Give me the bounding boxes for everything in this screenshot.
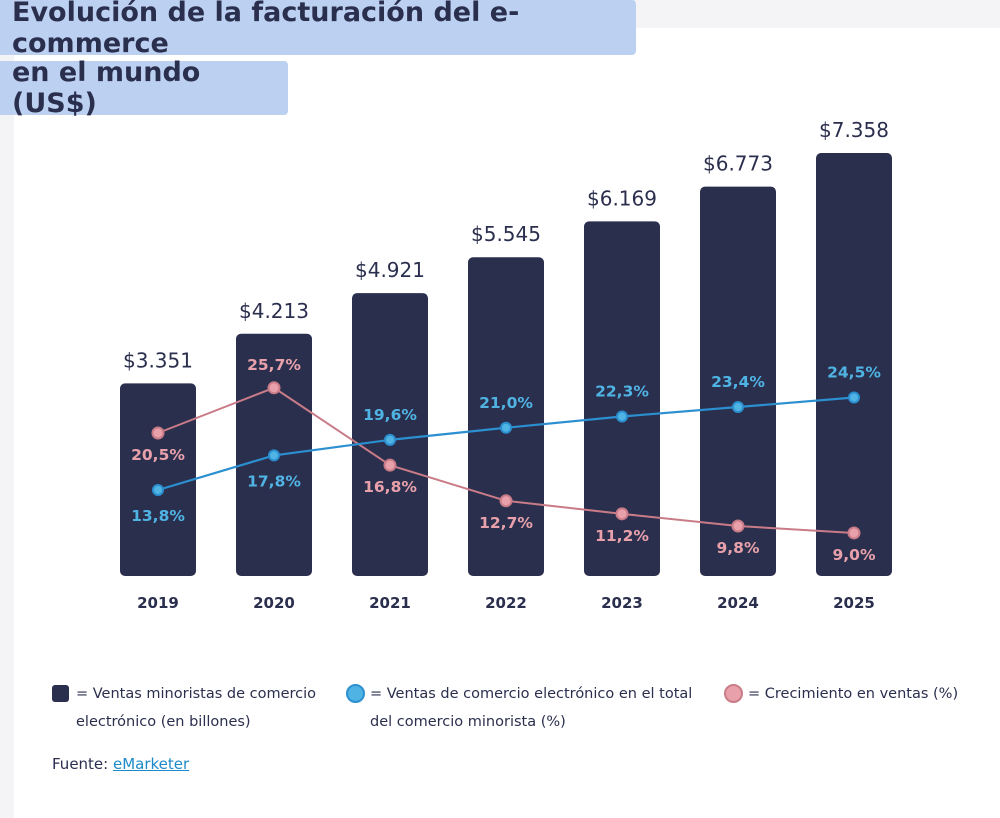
growth-value-label-2022: 12,7% <box>479 514 533 532</box>
growth-point-2022 <box>499 494 513 508</box>
share-point-2019 <box>152 484 164 496</box>
growth-value-label-2020: 25,7% <box>247 356 301 374</box>
chart-title-text-2: en el mundo (US$) <box>12 57 201 119</box>
bar-2019 <box>120 383 196 576</box>
legend-bar-text-2: electrónico (en billones) <box>76 714 251 730</box>
legend-share-text-1: = Ventas de comercio electrónico en el t… <box>370 686 693 702</box>
share-value-label-2023: 22,3% <box>595 383 649 401</box>
legend-bar-swatch <box>52 685 69 702</box>
legend-share-text-2: del comercio minorista (%) <box>370 714 566 730</box>
source-link[interactable]: eMarketer <box>113 755 190 773</box>
share-value-label-2022: 21,0% <box>479 394 533 412</box>
share-point-2020 <box>268 449 280 462</box>
share-point-2025 <box>848 391 860 404</box>
legend-share-swatch <box>346 684 365 703</box>
bar-value-label-2023: $6.169 <box>587 186 657 210</box>
legend-growth-swatch <box>724 684 743 703</box>
legend-item-share: = Ventas de comercio electrónico en el t… <box>346 680 716 736</box>
growth-point-2023 <box>615 507 629 521</box>
x-tick-label-2022: 2022 <box>485 594 527 612</box>
bar-2025 <box>816 153 892 576</box>
growth-value-label-2019: 20,5% <box>131 446 185 464</box>
growth-value-label-2024: 9,8% <box>717 539 760 557</box>
source-note: Fuente: eMarketer <box>52 755 189 773</box>
legend-item-bar: = Ventas minoristas de comercio electrón… <box>52 680 332 736</box>
bar-2024 <box>700 186 776 576</box>
growth-value-label-2025: 9,0% <box>833 546 876 564</box>
growth-point-2020 <box>267 381 281 395</box>
share-point-2021 <box>384 433 396 446</box>
share-value-label-2024: 23,4% <box>711 373 765 391</box>
bar-value-label-2024: $6.773 <box>703 152 773 176</box>
bar-value-label-2020: $4.213 <box>239 299 309 323</box>
x-tick-label-2023: 2023 <box>601 594 643 612</box>
growth-value-label-2021: 16,8% <box>363 478 417 496</box>
source-prefix: Fuente: <box>52 755 109 773</box>
x-tick-label-2024: 2024 <box>717 594 759 612</box>
x-tick-label-2021: 2021 <box>369 594 411 612</box>
share-point-2024 <box>732 401 744 414</box>
chart-title-text-1: Evolución de la facturación del e-commer… <box>12 0 520 59</box>
x-tick-label-2019: 2019 <box>137 594 179 612</box>
share-point-2023 <box>616 410 628 423</box>
share-point-2022 <box>500 421 512 434</box>
share-value-label-2019: 13,8% <box>131 507 185 525</box>
growth-point-2025 <box>847 526 861 540</box>
bar-value-label-2025: $7.358 <box>819 118 889 142</box>
bar-value-label-2019: $3.351 <box>123 348 193 372</box>
chart-title-line-2: en el mundo (US$) <box>0 57 288 119</box>
growth-value-label-2023: 11,2% <box>595 527 649 545</box>
x-tick-label-2020: 2020 <box>253 594 295 612</box>
bar-2022 <box>468 257 544 576</box>
legend-item-growth: = Crecimiento en ventas (%) <box>724 680 984 708</box>
bar-value-label-2021: $4.921 <box>355 258 425 282</box>
share-value-label-2021: 19,6% <box>363 406 417 424</box>
share-value-label-2025: 24,5% <box>827 364 881 382</box>
share-value-label-2020: 17,8% <box>247 472 301 490</box>
x-tick-label-2025: 2025 <box>833 594 875 612</box>
chart-title-line-1: Evolución de la facturación del e-commer… <box>0 0 636 59</box>
bar-2023 <box>584 221 660 576</box>
growth-point-2024 <box>731 519 745 533</box>
legend-bar-text-1: = Ventas minoristas de comercio <box>76 686 317 702</box>
bar-value-label-2022: $5.545 <box>471 222 541 246</box>
growth-point-2019 <box>151 426 165 440</box>
legend-growth-text-1: = Crecimiento en ventas (%) <box>748 686 959 702</box>
growth-point-2021 <box>383 458 397 472</box>
